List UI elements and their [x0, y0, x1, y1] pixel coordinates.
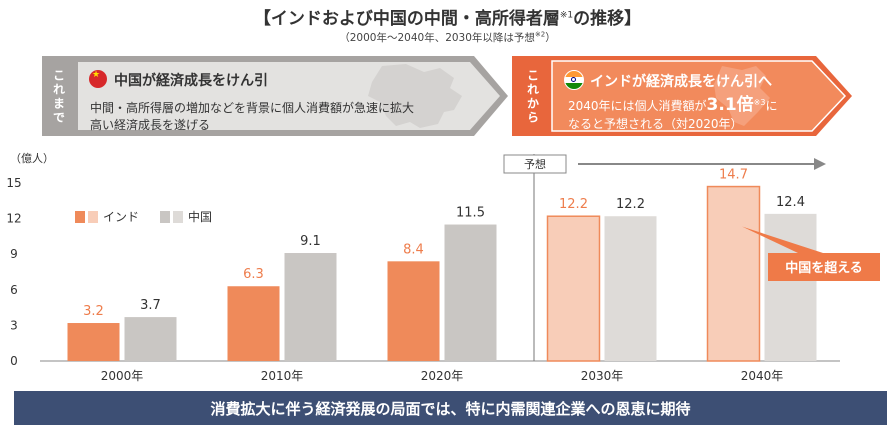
x-tick-label-1: 2010年 — [261, 369, 304, 383]
x-tick-label-2: 2020年 — [421, 369, 464, 383]
subtitle-end: ） — [545, 32, 556, 44]
forecast-label: 予想 — [524, 157, 546, 171]
y-tick-label-5: 15 — [6, 176, 21, 190]
x-tick-label-0: 2000年 — [101, 369, 144, 383]
banner-past: これまで 中国が経済成長をけん引 中間・高所得層の増加などを背景に個人消費額が急… — [42, 52, 512, 140]
data-label-china-1: 9.1 — [300, 234, 321, 249]
subtitle-text: （2000年〜2040年、2030年以降は予想 — [339, 32, 535, 44]
legend-swatch-india-forecast — [88, 211, 98, 223]
page-title: 【インドおよび中国の中間・高所得者層※1の推移】 — [0, 4, 895, 29]
data-label-china-0: 3.7 — [140, 298, 161, 313]
page-subtitle: （2000年〜2040年、2030年以降は予想※2） — [0, 30, 895, 45]
y-axis-label: （億人） — [10, 152, 54, 165]
bar-china-4 — [764, 213, 817, 361]
y-tick-label-2: 6 — [10, 283, 18, 297]
legend-swatch-india — [75, 211, 85, 223]
bar-india-4 — [706, 185, 761, 362]
footer-message-bar: 消費拡大に伴う経済発展の局面では、特に内需関連企業への恩恵に期待 — [14, 391, 887, 425]
subtitle-note: ※2 — [534, 30, 546, 39]
data-label-china-2: 11.5 — [456, 206, 485, 221]
legend-label-india: インド — [103, 210, 139, 224]
title-note: ※1 — [559, 10, 574, 21]
china-flag-icon — [89, 70, 107, 88]
x-tick-label-3: 2030年 — [581, 369, 624, 383]
data-label-china-4: 12.4 — [776, 195, 805, 210]
x-tick-label-4: 2040年 — [741, 369, 784, 383]
forecast-arrow-head — [814, 158, 826, 170]
banner-future-note: ※3 — [753, 98, 766, 107]
data-label-china-3: 12.2 — [616, 197, 645, 212]
callout-pointer — [742, 226, 823, 253]
india-map-icon — [714, 66, 770, 126]
data-label-india-0: 3.2 — [83, 304, 104, 319]
banner-future-body-pre: 2040年には個人消費額が — [568, 99, 707, 113]
y-tick-label-1: 3 — [10, 318, 18, 332]
data-label-india-3: 12.2 — [559, 197, 588, 212]
banner-future: これから インドが経済成長をけん引へ 2040年には個人消費額が3.1倍※3に … — [512, 52, 857, 140]
banner-future-multiplier: 3.1倍 — [706, 95, 754, 115]
bar-china-0 — [124, 317, 177, 361]
bar-china-3 — [604, 216, 657, 361]
banner-past-heading: 中国が経済成長をけん引 — [114, 73, 268, 89]
china-map-icon — [368, 64, 462, 128]
legend-swatch-china-forecast — [173, 211, 183, 223]
bar-india-3 — [546, 215, 601, 362]
legend-swatch-china — [160, 211, 170, 223]
banner-past-arrow — [42, 56, 508, 136]
data-label-india-2: 8.4 — [403, 242, 424, 257]
banner-future-body-1: 2040年には個人消費額が3.1倍※3に — [568, 94, 777, 115]
data-label-india-1: 6.3 — [243, 267, 264, 282]
bar-india-2 — [387, 261, 440, 361]
banner-past-body-1: 中間・高所得層の増加などを背景に個人消費額が急速に拡大 — [90, 101, 415, 115]
title-text: 【インドおよび中国の中間・高所得者層 — [253, 9, 560, 29]
callout-label: 中国を超える — [785, 260, 863, 276]
bar-india-0 — [67, 323, 120, 361]
banner-past-body-2: 高い経済成長を遂げる — [90, 118, 211, 132]
footer-message: 消費拡大に伴う経済発展の局面では、特に内需関連企業への恩恵に期待 — [210, 399, 691, 418]
banner-future-body-post: に — [765, 99, 778, 113]
y-tick-label-3: 9 — [10, 247, 18, 261]
banner-future-heading: インドが経済成長をけん引へ — [590, 74, 772, 90]
y-tick-label-0: 0 — [10, 354, 18, 368]
banner-future-arrow — [512, 56, 852, 136]
data-label-india-4: 14.7 — [719, 168, 748, 183]
banner-future-tag: これから — [525, 69, 540, 125]
legend-label-china: 中国 — [188, 209, 212, 224]
forecast-label-box — [503, 154, 567, 174]
callout-box — [768, 253, 880, 281]
bar-china-2 — [444, 224, 497, 361]
banner-past-tag: これまで — [51, 69, 66, 125]
banner-future-body-2: なると予想される（対2020年） — [568, 117, 743, 131]
india-flag-icon — [564, 70, 584, 90]
title-end: の推移】 — [573, 9, 642, 29]
bar-india-1 — [227, 286, 280, 361]
bar-china-1 — [284, 253, 337, 361]
y-tick-label-4: 12 — [6, 212, 21, 226]
